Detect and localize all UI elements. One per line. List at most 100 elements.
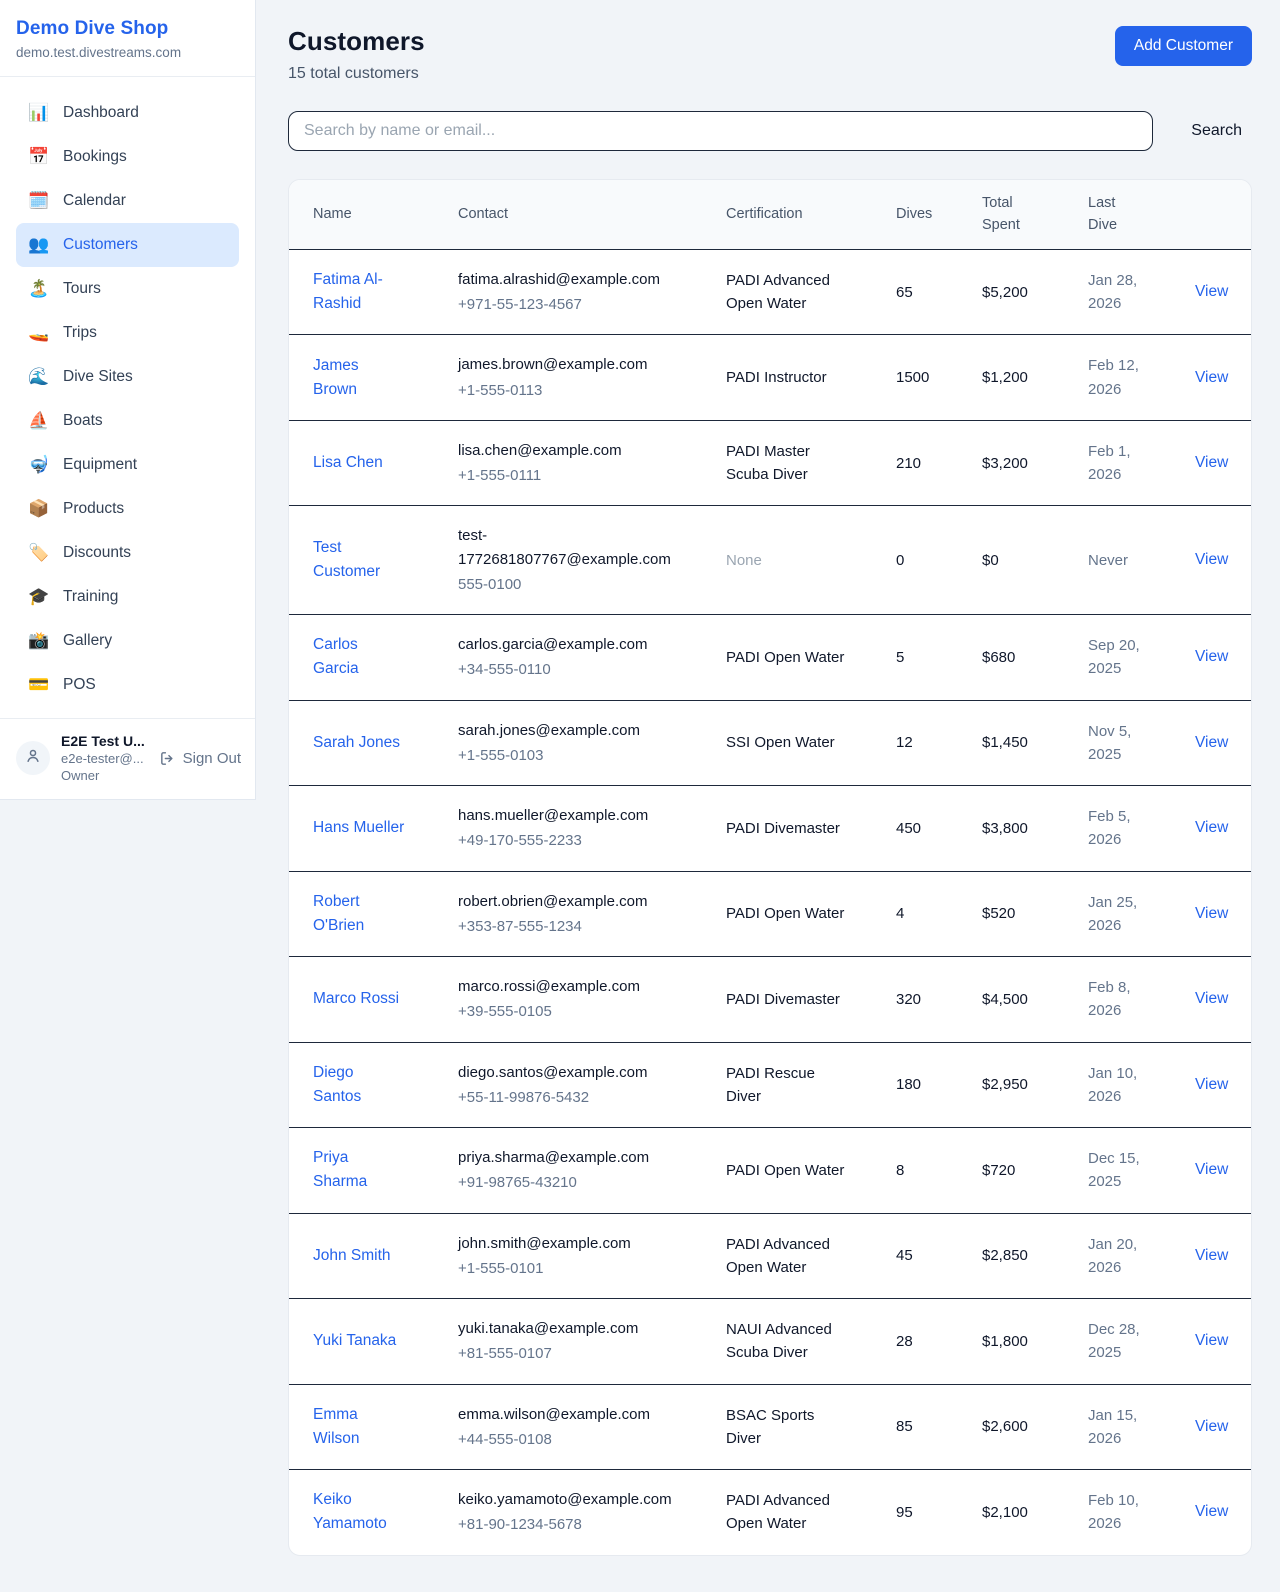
sidebar-item-discounts[interactable]: 🏷️ Discounts: [16, 531, 239, 575]
customer-phone: +91-98765-43210: [458, 1174, 577, 1192]
dives-cell: 320: [872, 957, 958, 1043]
search-button[interactable]: Search: [1181, 116, 1252, 146]
view-cell: View: [1171, 1299, 1251, 1385]
customer-name-link[interactable]: Robert O'Brien: [313, 892, 365, 934]
dives-cell: 180: [872, 1042, 958, 1128]
customer-name-link[interactable]: Carlos Garcia: [313, 636, 359, 678]
sign-out-button[interactable]: Sign Out: [159, 750, 241, 767]
sidebar-item-bookings[interactable]: 📅 Bookings: [16, 135, 239, 179]
view-customer-link[interactable]: View: [1195, 454, 1229, 472]
view-customer-link[interactable]: View: [1195, 1503, 1229, 1521]
sidebar-item-boats[interactable]: ⛵ Boats: [16, 399, 239, 443]
sidebar-item-calendar[interactable]: 🗓️ Calendar: [16, 179, 239, 223]
customer-name-link[interactable]: Yuki Tanaka: [313, 1332, 397, 1350]
name-cell: Diego Santos: [289, 1042, 434, 1128]
customer-certification: PADI Divemaster: [726, 990, 840, 1008]
sidebar-item-training[interactable]: 🎓 Training: [16, 575, 239, 619]
sidebar-item-customers[interactable]: 👥 Customers: [16, 223, 239, 267]
customer-dives: 180: [896, 1076, 922, 1094]
customer-email: robert.obrien@example.com: [458, 892, 648, 910]
last-dive-cell: Nov 5, 2025: [1064, 700, 1171, 786]
total-spent-cell: $2,950: [958, 1042, 1064, 1128]
certification-cell: PADI Advanced Open Water: [702, 1213, 872, 1299]
dives-cell: 0: [872, 506, 958, 615]
customer-name-link[interactable]: Lisa Chen: [313, 454, 383, 472]
table-row: Test Customer test-1772681807767@example.…: [289, 506, 1251, 615]
view-customer-link[interactable]: View: [1195, 733, 1229, 751]
customers-table: Name Contact Certification Dives Total Spent…: [289, 180, 1251, 1555]
sidebar-item-dashboard[interactable]: 📊 Dashboard: [16, 91, 239, 135]
customer-name-link[interactable]: Keiko Yamamoto: [313, 1491, 387, 1533]
table-row: John Smith john.smith@example.com +1-555-0…: [289, 1213, 1251, 1299]
customer-name-link[interactable]: Emma Wilson: [313, 1405, 360, 1447]
view-customer-link[interactable]: View: [1195, 904, 1229, 922]
contact-cell: diego.santos@example.com +55-11-99876-543…: [434, 1042, 702, 1128]
sidebar-item-tours[interactable]: 🏝️ Tours: [16, 267, 239, 311]
view-customer-link[interactable]: View: [1195, 1246, 1229, 1264]
customer-name-link[interactable]: Diego Santos: [313, 1063, 362, 1105]
customer-name-link[interactable]: James Brown: [313, 356, 359, 398]
view-customer-link[interactable]: View: [1195, 990, 1229, 1008]
view-customer-link[interactable]: View: [1195, 368, 1229, 386]
view-customer-link[interactable]: View: [1195, 1075, 1229, 1093]
contact-cell: test-1772681807767@example.com 555-0100: [434, 506, 702, 615]
customer-name-link[interactable]: Marco Rossi: [313, 990, 400, 1008]
sidebar-item-equipment[interactable]: 🤿 Equipment: [16, 443, 239, 487]
view-customer-link[interactable]: View: [1195, 283, 1229, 301]
view-cell: View: [1171, 1128, 1251, 1214]
contact-cell: hans.mueller@example.com +49-170-555-2233: [434, 786, 702, 872]
customer-last-dive: Feb 12, 2026: [1088, 357, 1139, 398]
customer-phone: +1-555-0101: [458, 1259, 544, 1277]
view-customer-link[interactable]: View: [1195, 1332, 1229, 1350]
customer-name-link[interactable]: Sarah Jones: [313, 733, 401, 751]
sailboat-icon: ⛵: [28, 411, 50, 430]
customer-last-dive: Feb 10, 2026: [1088, 1492, 1139, 1533]
customer-name-link[interactable]: Test Customer: [313, 539, 381, 581]
customer-dives: 65: [896, 283, 913, 301]
sidebar-panel: Demo Dive Shop demo.test.divestreams.com…: [0, 0, 256, 800]
customer-name-link[interactable]: Hans Mueller: [313, 819, 405, 837]
customer-last-dive: Sep 20, 2025: [1088, 637, 1140, 678]
view-customer-link[interactable]: View: [1195, 648, 1229, 666]
sidebar-item-pos[interactable]: 💳 POS: [16, 663, 239, 707]
search-input[interactable]: [288, 111, 1154, 151]
customer-name-link[interactable]: Fatima Al-Rashid: [313, 271, 383, 313]
view-customer-link[interactable]: View: [1195, 1417, 1229, 1435]
table-row: Yuki Tanaka yuki.tanaka@example.com +81-55…: [289, 1299, 1251, 1385]
view-customer-link[interactable]: View: [1195, 1161, 1229, 1179]
sidebar-item-gallery[interactable]: 📸 Gallery: [16, 619, 239, 663]
name-cell: Hans Mueller: [289, 786, 434, 872]
sidebar-item-label: Training: [63, 588, 119, 605]
shop-name[interactable]: Demo Dive Shop: [16, 18, 169, 39]
customer-dives: 28: [896, 1332, 913, 1350]
contact-cell: john.smith@example.com +1-555-0101: [434, 1213, 702, 1299]
add-customer-button[interactable]: Add Customer: [1114, 26, 1252, 66]
customer-phone: +1-555-0111: [458, 467, 542, 485]
sidebar-item-trips[interactable]: 🚤 Trips: [16, 311, 239, 355]
name-cell: Yuki Tanaka: [289, 1299, 434, 1385]
customer-certification: PADI Rescue Diver: [726, 1064, 815, 1105]
last-dive-cell: Jan 10, 2026: [1064, 1042, 1171, 1128]
column-header-actions: [1171, 180, 1251, 250]
view-customer-link[interactable]: View: [1195, 551, 1229, 569]
name-cell: Marco Rossi: [289, 957, 434, 1043]
people-icon: 👥: [28, 235, 50, 254]
diving-mask-icon: 🤿: [28, 455, 50, 474]
customer-certification: PADI Open Water: [726, 1161, 845, 1179]
table-row: Carlos Garcia carlos.garcia@example.com +3…: [289, 615, 1251, 701]
customer-last-dive: Feb 5, 2026: [1088, 808, 1131, 849]
credit-card-icon: 💳: [28, 675, 50, 694]
customer-email: fatima.alrashid@example.com: [458, 270, 660, 288]
customer-name-link[interactable]: John Smith: [313, 1246, 391, 1264]
sidebar-item-label: Calendar: [63, 192, 126, 209]
table-row: Robert O'Brien robert.obrien@example.com +…: [289, 871, 1251, 957]
column-header-certification: Certification: [702, 180, 872, 250]
customer-phone: 555-0100: [458, 575, 522, 593]
view-customer-link[interactable]: View: [1195, 819, 1229, 837]
customer-total-spent: $2,600: [982, 1418, 1028, 1436]
sidebar-item-dive-sites[interactable]: 🌊 Dive Sites: [16, 355, 239, 399]
customer-name-link[interactable]: Priya Sharma: [313, 1149, 368, 1191]
certification-cell: PADI Rescue Diver: [702, 1042, 872, 1128]
column-header-last-dive: Last Dive: [1064, 180, 1171, 250]
sidebar-item-products[interactable]: 📦 Products: [16, 487, 239, 531]
